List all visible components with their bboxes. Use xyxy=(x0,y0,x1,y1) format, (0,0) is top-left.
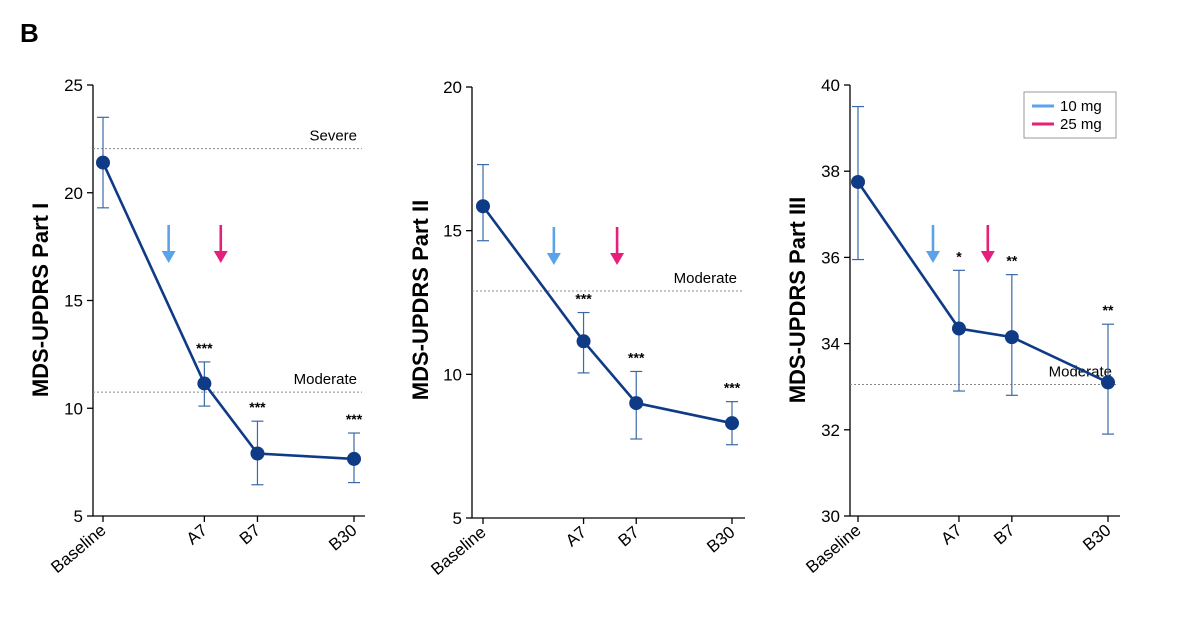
series-line xyxy=(101,162,355,461)
series-line xyxy=(481,205,733,425)
data-point xyxy=(725,416,739,431)
y-axis-label: MDS-UPDRS Part III xyxy=(785,197,810,404)
significance-label: *** xyxy=(628,349,645,365)
data-point xyxy=(629,396,644,411)
data-point xyxy=(951,321,966,336)
data-point xyxy=(347,451,361,466)
y-tick-label: 25 xyxy=(64,76,83,95)
y-tick-label: 15 xyxy=(443,222,462,241)
dose-arrow-head xyxy=(161,251,176,263)
x-tick-label: B30 xyxy=(703,523,738,557)
data-point xyxy=(1004,330,1019,345)
data-point xyxy=(197,376,212,391)
significance-label: *** xyxy=(249,399,266,415)
data-point xyxy=(576,334,591,349)
y-tick-label: 34 xyxy=(821,335,840,354)
dose-arrow-head xyxy=(610,253,625,265)
y-tick-label: 36 xyxy=(821,248,840,267)
significance-label: ** xyxy=(1006,253,1017,269)
y-tick-label: 15 xyxy=(64,292,83,311)
dose-arrow-head xyxy=(546,253,561,265)
y-axis-label: MDS-UPDRS Part I xyxy=(28,203,53,397)
significance-label: *** xyxy=(346,411,363,427)
data-point xyxy=(1101,375,1115,390)
reference-line-label: Moderate xyxy=(674,270,737,287)
reference-line-label: Severe xyxy=(309,128,357,145)
y-tick-label: 30 xyxy=(821,507,840,526)
x-tick-label: A7 xyxy=(562,523,590,551)
y-tick-label: 38 xyxy=(821,162,840,181)
significance-label: *** xyxy=(196,340,213,356)
legend-box xyxy=(1023,91,1117,139)
y-tick-label: 32 xyxy=(821,421,840,440)
chart-panel-3: 30 32 34 36 38 40 MDS-UPDRS Part III Baseline A7… xyxy=(785,76,1120,577)
x-tick-label: A7 xyxy=(937,521,965,549)
significance-label: *** xyxy=(575,291,592,307)
dose-arrow-head xyxy=(926,251,940,263)
y-tick-label: 10 xyxy=(443,365,462,384)
chart-panel-2: 5 10 15 20 MDS-UPDRS Part II Baseline A7 B7 B30 M… xyxy=(408,78,745,579)
series-line xyxy=(856,181,1109,384)
y-tick-label: 10 xyxy=(64,399,83,418)
data-point xyxy=(476,199,490,214)
legend-label: 10 mg xyxy=(1060,98,1102,115)
x-tick-label: B30 xyxy=(325,521,360,555)
reference-line-label: Moderate xyxy=(294,371,357,388)
significance-label: *** xyxy=(724,380,741,396)
y-axis-label: MDS-UPDRS Part II xyxy=(408,200,433,400)
y-tick-label: 40 xyxy=(821,76,840,95)
x-tick-label: B7 xyxy=(236,521,264,549)
chart-panel-1: 5 10 15 20 25 MDS-UPDRS Part I Baseline A7 B7 B30… xyxy=(28,76,365,577)
panel-letter: B xyxy=(20,18,39,48)
y-tick-label: 20 xyxy=(443,78,462,97)
x-tick-label: Baseline xyxy=(47,521,109,577)
significance-label: * xyxy=(956,248,962,264)
dose-arrow-head xyxy=(213,251,228,263)
x-tick-label: B30 xyxy=(1079,521,1114,555)
x-tick-label: Baseline xyxy=(802,521,864,577)
x-tick-label: B7 xyxy=(615,523,643,551)
data-point xyxy=(851,174,865,189)
x-tick-label: B7 xyxy=(990,521,1018,549)
data-point xyxy=(96,155,110,170)
y-tick-label: 5 xyxy=(453,509,462,528)
significance-label: ** xyxy=(1103,302,1114,318)
x-tick-label: A7 xyxy=(183,521,211,549)
y-tick-label: 5 xyxy=(74,507,83,526)
legend-label: 25 mg xyxy=(1060,116,1102,133)
y-tick-label: 20 xyxy=(64,184,83,203)
x-tick-label: Baseline xyxy=(427,523,489,579)
data-point xyxy=(250,446,265,461)
reference-line-label: Moderate xyxy=(1049,364,1112,381)
dose-arrow-head xyxy=(980,251,995,263)
